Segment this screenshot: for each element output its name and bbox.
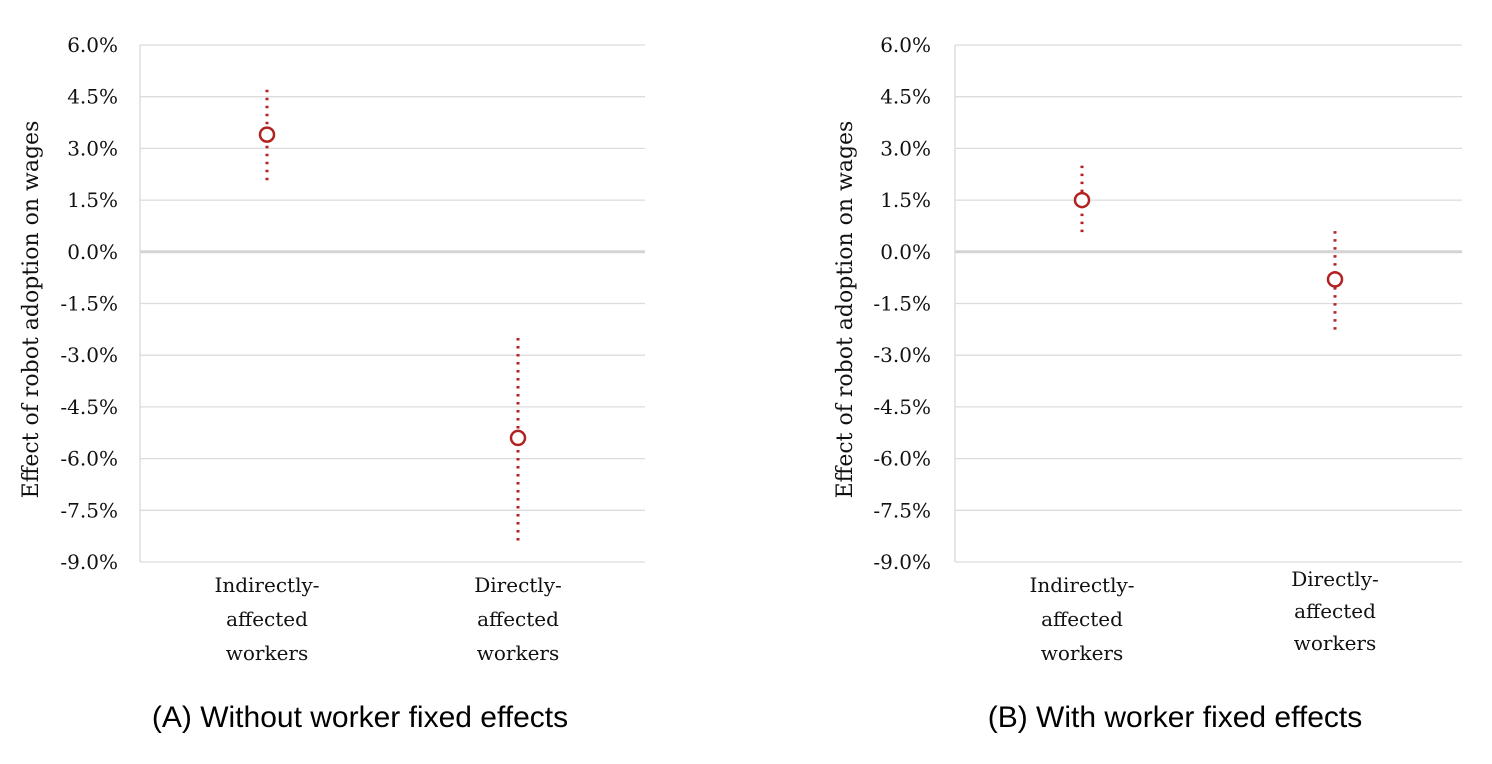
- y-tick-label: 1.5%: [67, 188, 118, 212]
- category-label-line: workers: [226, 641, 309, 665]
- point-estimate: [1073, 191, 1091, 209]
- point-estimate: [509, 429, 527, 447]
- category-label-line: affected: [1294, 599, 1376, 623]
- y-tick-label: -1.5%: [60, 292, 118, 316]
- category-label-indirectly: Indirectly-affected workers: [1029, 573, 1134, 665]
- y-tick-label: -6.0%: [60, 447, 118, 471]
- point-estimate: [258, 126, 276, 143]
- panel-a: 6.0% 4.5% 3.0% 1.5% 0.0% -1.5% -3.0% -4.5% -6.0%…: [19, 33, 645, 734]
- y-tick-label: -9.0%: [60, 550, 118, 574]
- y-tick-label: 1.5%: [880, 188, 931, 212]
- panel-b: 6.0% 4.5% 3.0% 1.5% 0.0% -1.5% -3.0% -4.5% -6.0%…: [833, 33, 1462, 734]
- category-label-line: workers: [1294, 631, 1377, 655]
- category-label-line: Directly-: [474, 573, 562, 597]
- y-tick-label: -7.5%: [873, 498, 931, 522]
- y-tick-label: -9.0%: [873, 550, 931, 574]
- y-axis-title: Effect of robot adoption on wages: [833, 121, 858, 499]
- category-label-line: workers: [477, 641, 560, 665]
- y-tick-label: -4.5%: [60, 395, 118, 419]
- category-label-line: affected: [477, 607, 559, 631]
- category-label-line: affected: [226, 607, 308, 631]
- y-tick-label: -1.5%: [873, 292, 931, 316]
- y-tick-label: -3.0%: [60, 343, 118, 367]
- y-tick-label: 3.0%: [880, 136, 931, 160]
- y-tick-label: 0.0%: [880, 240, 931, 264]
- panel-caption: (A) Without worker fixed effects: [152, 701, 568, 734]
- y-tick-label: 4.5%: [880, 85, 931, 109]
- category-label-line: Indirectly-: [214, 573, 319, 597]
- category-label-directly: Directly-affected workers: [474, 573, 562, 665]
- y-tick-label: -4.5%: [873, 395, 931, 419]
- category-label-line: workers: [1041, 641, 1124, 665]
- y-tick-label: -3.0%: [873, 343, 931, 367]
- category-label-directly: Directly-affected workers: [1291, 567, 1379, 655]
- y-tick-label: 6.0%: [880, 33, 931, 57]
- y-tick-label: -6.0%: [873, 447, 931, 471]
- y-tick-label: 0.0%: [67, 240, 118, 264]
- y-tick-label: 3.0%: [67, 136, 118, 160]
- y-tick-label: -7.5%: [60, 498, 118, 522]
- point-estimate: [1326, 271, 1344, 288]
- category-label-line: Directly-: [1291, 567, 1379, 591]
- y-tick-label: 4.5%: [67, 85, 118, 109]
- panel-caption: (B) With worker fixed effects: [988, 701, 1363, 734]
- category-label-line: Indirectly-: [1029, 573, 1134, 597]
- category-label-indirectly: Indirectly-affected workers: [214, 573, 319, 665]
- category-label-line: affected: [1041, 607, 1123, 631]
- y-tick-label: 6.0%: [67, 33, 118, 57]
- y-axis-title: Effect of robot adoption on wages: [19, 121, 44, 499]
